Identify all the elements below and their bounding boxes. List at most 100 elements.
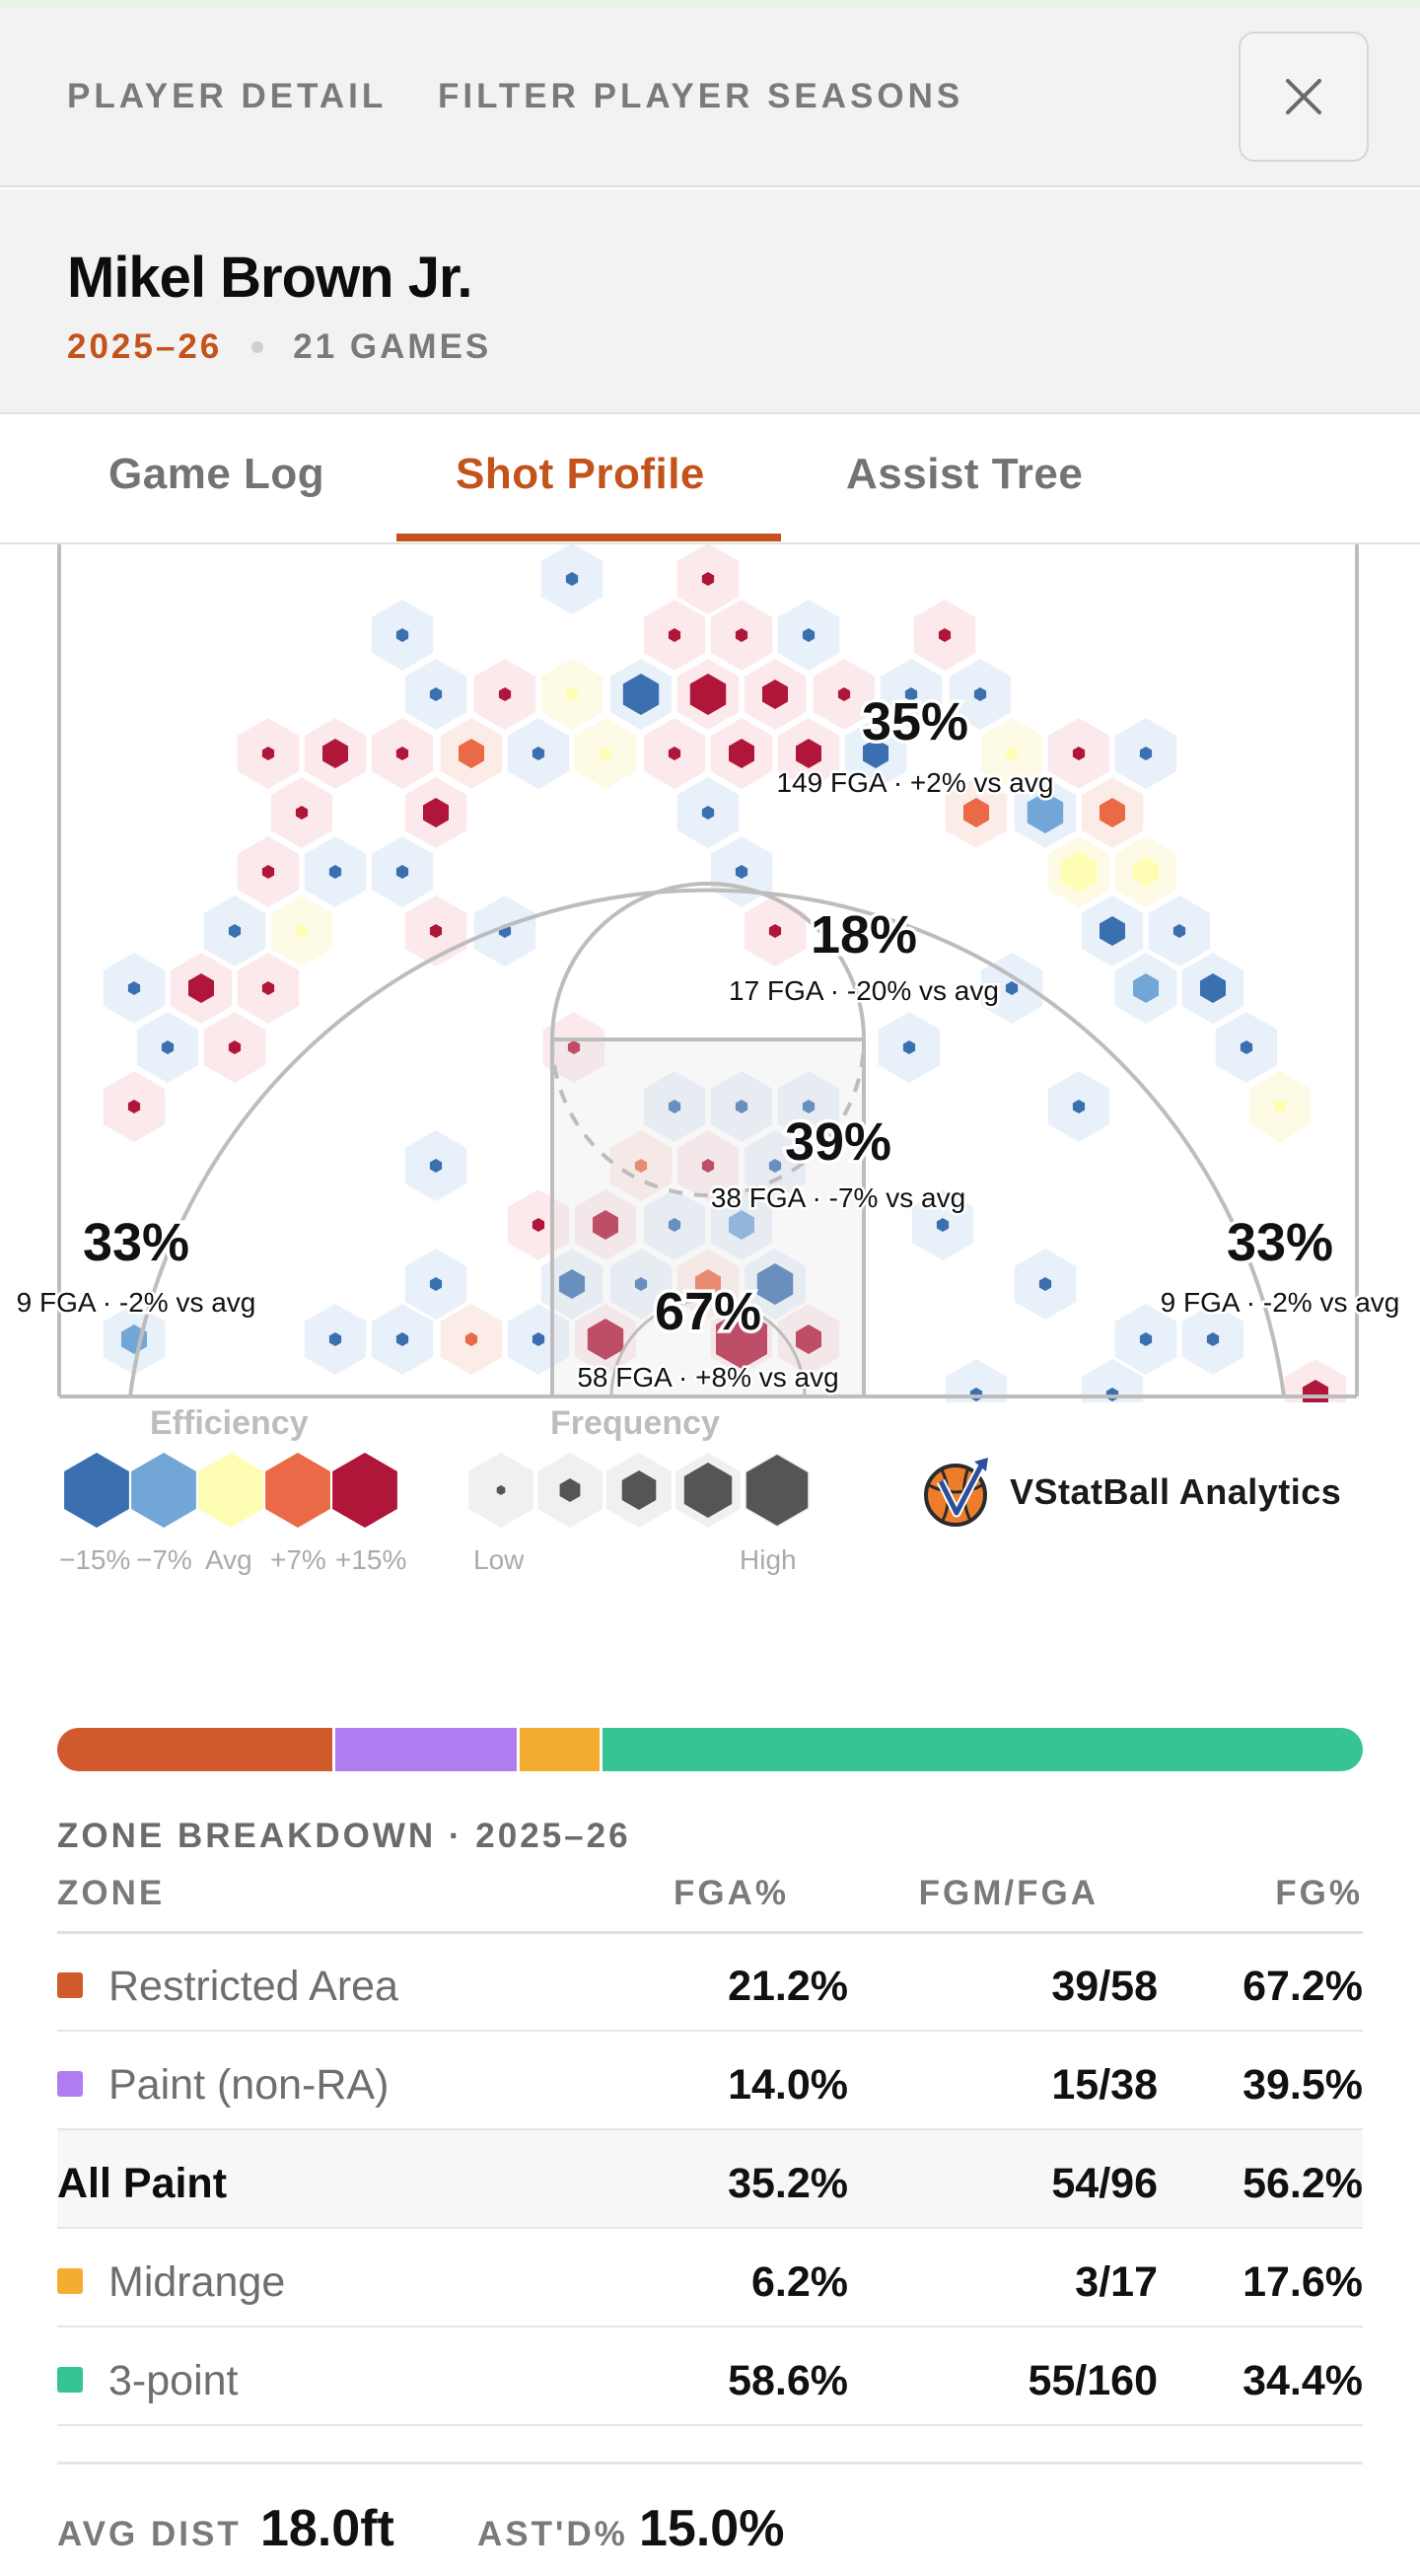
shot-hex [1100,798,1125,827]
shot-hex [768,924,782,938]
shot-hex [1273,1100,1287,1113]
fg-pct: 34.4% [1242,2357,1363,2404]
shot-hex [1139,747,1153,760]
zone-swatch [57,1972,83,1998]
active-tab-indicator [396,534,781,541]
modal-header: PLAYER DETAIL FILTER PLAYER SEASONS [0,8,1420,187]
shot-hex [429,1277,443,1291]
zone-pct-paint: 39% [785,1112,891,1172]
tab-bar: Game Log Shot Profile Assist Tree [0,414,1420,544]
separator-dot [251,341,264,353]
shot-hex [559,1269,585,1299]
legend-eff-label-plus15: +15% [335,1544,407,1575]
shot-hex [429,687,443,701]
frequency-swatch [496,1485,506,1495]
shot-hex [423,798,449,827]
distribution-segment [600,1728,1363,1771]
season-line: 2025–26 21 GAMES [67,327,491,367]
shot-hex [735,1100,748,1113]
distribution-segment [516,1728,601,1771]
shot-hex [701,806,715,820]
table-row-paint-non-ra: Paint (non-RA) 14.0% 15/38 39.5% [57,2032,1363,2130]
shot-hex [532,747,545,760]
shot-hex [532,1332,545,1346]
shot-hex [1200,973,1226,1003]
shot-hex [295,806,309,820]
header-fga-pct: FGA% [674,1874,789,1912]
shot-hex [668,1100,681,1113]
shot-hex [1027,792,1064,833]
shot-hex [902,1040,916,1054]
fg-pct: 56.2% [1242,2160,1363,2207]
tab-game-log[interactable]: Game Log [108,450,325,498]
shot-hex [796,1324,821,1354]
frequency-swatch [621,1470,657,1510]
avg-dist-value: 18.0ft [260,2500,394,2557]
shot-hex [701,572,715,586]
zone-swatch [57,2268,83,2294]
close-icon [1286,79,1321,114]
shot-hex [328,1332,342,1346]
frequency-swatch [746,1455,809,1526]
shot-hex [622,674,660,715]
shot-hex [634,1277,648,1291]
table-row-restricted-area: Restricted Area 21.2% 39/58 67.2% [57,1933,1363,2032]
shot-hex [837,687,851,701]
tab-shot-profile[interactable]: Shot Profile [456,450,705,498]
legend-frequency-title: Frequency [550,1404,720,1442]
brand: VStatBall Analytics [921,1456,1341,1529]
efficiency-swatch [198,1453,263,1528]
shot-hex [689,674,727,715]
brand-name: VStatBall Analytics [1010,1471,1342,1512]
zone-distribution-bar [57,1728,1363,1771]
shot-hex [762,680,788,709]
header-fgm-fga: FGM/FGA [918,1874,1099,1912]
shot-hex [695,1269,721,1299]
shot-hex [938,628,952,642]
nav-player-detail[interactable]: PLAYER DETAIL [67,77,388,115]
efficiency-swatch [131,1453,196,1528]
shot-hex [532,1218,545,1232]
shot-hex [593,1210,618,1240]
zone-pct-midrange: 18% [811,905,917,965]
close-button[interactable] [1239,32,1369,162]
zone-pct-left-corner: 33% [83,1213,189,1272]
shot-hex [127,981,141,995]
zone-pct-restricted: 67% [655,1282,761,1341]
zone-sub-right-corner: 9 FGA · -2% vs avg [1161,1287,1400,1318]
shot-hex [565,572,579,586]
shot-hex [668,628,681,642]
shot-hex [565,687,579,701]
table-row-midrange: Midrange 6.2% 3/17 17.6% [57,2229,1363,2327]
shot-hex [796,739,821,768]
shot-hex [295,924,309,938]
efficiency-swatch [332,1453,397,1528]
shot-hex [599,747,612,760]
table-row-all-paint: All Paint 35.2% 54/96 56.2% [57,2130,1363,2229]
distribution-segment [331,1728,517,1771]
zone-swatch [57,2071,83,2097]
legend-freq-high: High [740,1544,797,1575]
shot-hex [735,628,748,642]
efficiency-legend-swatches [64,1453,397,1528]
table-header-divider [57,1931,1363,1934]
shot-hex [429,1159,443,1173]
shot-hex [936,1218,950,1232]
hex-bg [1081,1359,1144,1402]
avg-dist-label: AVG DIST [57,2515,242,2553]
shot-hex [634,1159,648,1173]
nav-filter-player-seasons[interactable]: FILTER PLAYER SEASONS [438,77,964,115]
legend-eff-label-minus15: −15% [59,1544,131,1575]
shot-hex [322,739,348,768]
frequency-swatch [559,1478,581,1502]
tab-assist-tree[interactable]: Assist Tree [846,450,1084,498]
shot-hex [1240,1040,1253,1054]
shot-chart: 35% 149 FGA · +2% vs avg 18% 17 FGA · -2… [14,544,1402,1402]
shot-hex [668,1218,681,1232]
shot-hex [395,628,409,642]
shot-hexes [103,544,1347,1402]
stats-divider [57,2462,1363,2465]
legend-eff-label-plus7: +7% [270,1544,326,1575]
legend-freq-low: Low [473,1544,525,1575]
fga-pct: 14.0% [728,2061,848,2109]
